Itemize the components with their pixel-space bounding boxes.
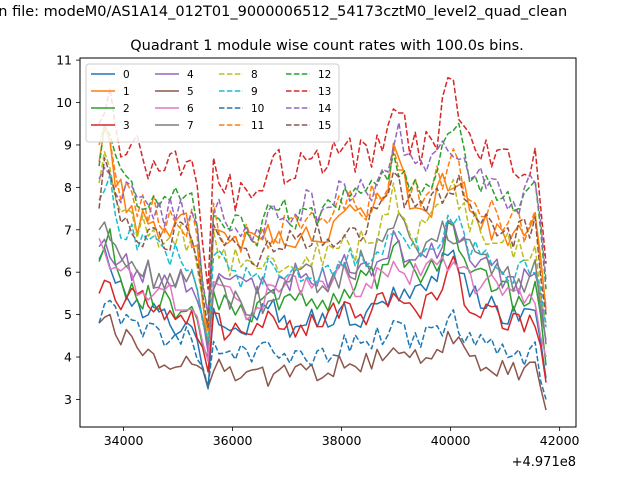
legend-label-1: 1: [123, 86, 130, 98]
series-line-10: [98, 299, 547, 400]
chart-title: Quadrant 1 module wise count rates with …: [130, 38, 524, 54]
series-line-5: [98, 313, 547, 411]
series-line-7: [98, 212, 547, 346]
figure-suptitle: In file: modeM0/AS1A14_012T01_9000006512…: [0, 4, 567, 20]
series-line-6: [98, 237, 547, 363]
legend-label-2: 2: [123, 103, 130, 115]
series-line-11: [98, 123, 547, 333]
series-line-14: [98, 121, 547, 316]
series-layer: [98, 76, 547, 411]
legend-label-7: 7: [187, 120, 194, 132]
y-tick-label: 7: [64, 222, 72, 237]
series-line-8: [98, 151, 547, 337]
legend-label-14: 14: [318, 103, 332, 115]
legend-label-3: 3: [123, 120, 130, 132]
plot-frame: [79, 57, 577, 428]
x-tick-label: 38000: [322, 433, 362, 448]
y-tick-label: 11: [56, 53, 72, 68]
x-tick-label: 40000: [431, 433, 471, 448]
series-line-2: [98, 221, 547, 366]
x-tick-label: 36000: [213, 433, 253, 448]
legend-label-6: 6: [187, 103, 194, 115]
y-tick-label: 8: [64, 180, 72, 195]
series-line-9: [98, 174, 547, 341]
legend-label-12: 12: [318, 69, 331, 81]
x-offset-label: +4.971e8: [512, 455, 576, 470]
x-tick-label: 34000: [104, 433, 144, 448]
legend-box: [85, 63, 340, 143]
y-tick-label: 3: [64, 392, 72, 407]
x-axis: 34000 36000 38000 40000 42000: [104, 427, 580, 448]
y-tick-label: 6: [64, 265, 72, 280]
y-tick-label: 10: [56, 95, 72, 110]
series-line-4: [98, 219, 547, 354]
x-tick-label: 42000: [540, 433, 580, 448]
legend-label-11: 11: [251, 120, 264, 132]
legend-label-10: 10: [251, 103, 264, 115]
series-line-3: [98, 255, 547, 383]
legend-label-15: 15: [318, 120, 331, 132]
series-line-0: [98, 247, 547, 390]
series-line-13: [98, 76, 547, 290]
series-line-15: [98, 157, 547, 329]
legend-label-13: 13: [318, 86, 331, 98]
legend-label-0: 0: [123, 69, 130, 81]
series-line-12: [98, 122, 547, 316]
legend-label-8: 8: [251, 69, 258, 81]
y-tick-label: 9: [64, 137, 72, 152]
y-tick-label: 5: [64, 307, 72, 322]
y-tick-label: 4: [64, 350, 72, 365]
legend-label-9: 9: [251, 86, 258, 98]
y-axis: 3 4 5 6 7 8 9 10 11: [56, 53, 80, 407]
legend-label-5: 5: [187, 86, 194, 98]
series-line-1: [98, 126, 547, 350]
legend-label-4: 4: [187, 69, 194, 81]
